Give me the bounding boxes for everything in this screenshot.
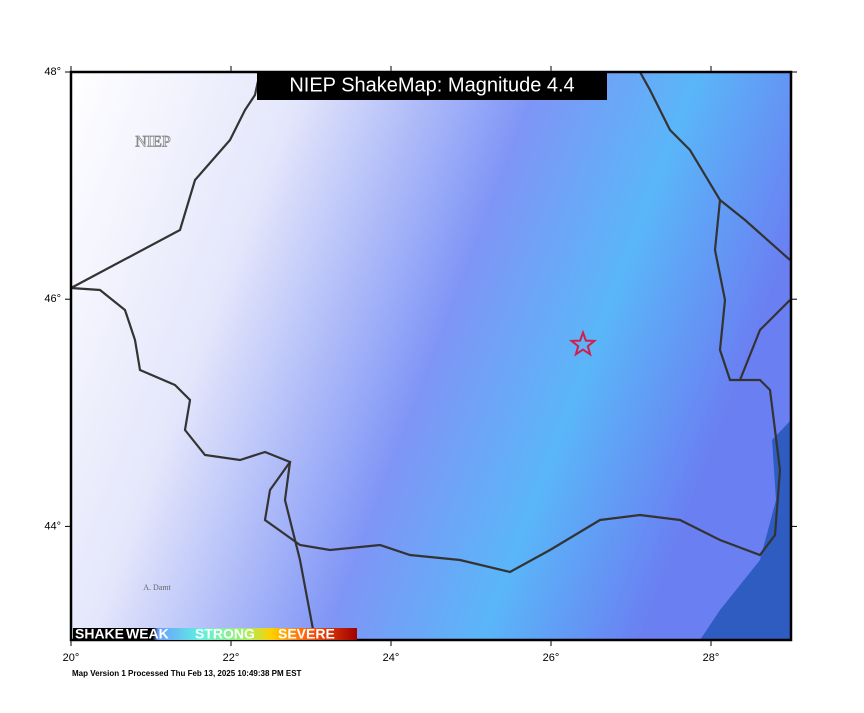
title: NIEP ShakeMap: Magnitude 4.4 [289, 74, 574, 96]
x-tick-label: 24° [383, 652, 400, 664]
y-tick-label: 44° [44, 520, 61, 532]
x-tick-label: 26° [543, 652, 560, 664]
x-tick-label: 22° [223, 652, 240, 664]
intensity-scale [73, 628, 357, 640]
legend-label: SEVERE [278, 626, 335, 642]
footer: Map Version 1 Processed Thu Feb 13, 2025… [72, 669, 302, 678]
legend-label: SHAKE [75, 626, 124, 642]
sea [700, 420, 791, 640]
map-background [71, 72, 791, 640]
borders [70, 71, 791, 641]
title-box [257, 72, 607, 100]
y-tick-label: 46° [44, 293, 61, 305]
x-tick-label: 28° [703, 652, 720, 664]
credit: A. Damt [143, 583, 171, 592]
x-tick-label: 20° [63, 652, 80, 664]
legend-label: STRONG [195, 626, 255, 642]
legend-label: WEAK [126, 626, 169, 642]
y-tick-label: 48° [44, 66, 61, 78]
watermark: NIEP [135, 134, 171, 151]
epicenter [568, 329, 598, 357]
